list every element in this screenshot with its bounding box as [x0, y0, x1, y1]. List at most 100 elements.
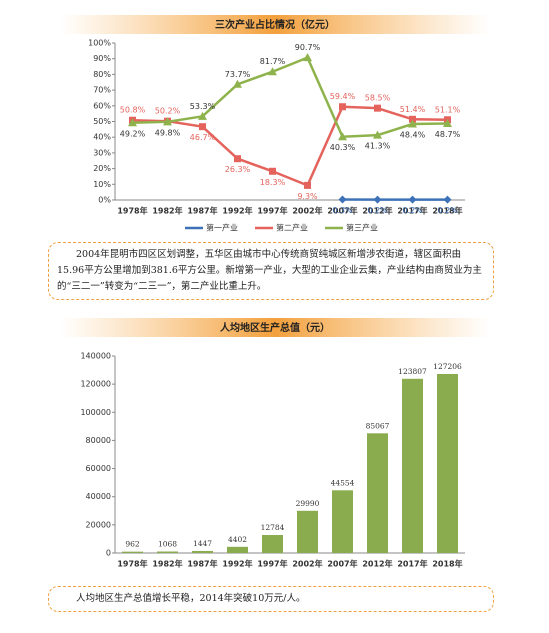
marker	[338, 195, 347, 204]
marker	[443, 119, 452, 128]
bar	[157, 551, 178, 553]
series-line	[132, 105, 448, 188]
x-tick-label: 1997年	[257, 559, 287, 569]
y-tick-label: 0%	[98, 196, 111, 205]
marker	[408, 195, 417, 204]
bar	[122, 551, 143, 553]
x-tick-label: 1987年	[187, 559, 217, 569]
value-label: 73.7%	[225, 70, 251, 79]
legend-label: 第一产业	[206, 223, 238, 233]
y-tick-label: 30%	[93, 148, 111, 157]
value-label: 58.5%	[365, 94, 391, 103]
marker	[163, 117, 172, 126]
value-label: 12784	[261, 523, 285, 532]
chart-title: 人均地区生产总值（元）	[220, 321, 330, 334]
x-tick-label: 2018年	[432, 206, 462, 216]
value-label: 41.3%	[365, 142, 391, 151]
value-label: 1068	[158, 539, 177, 548]
bar	[437, 374, 458, 553]
y-tick-label: 60%	[93, 101, 111, 110]
x-tick-label: 2018年	[432, 559, 462, 569]
value-label: 46.7%	[190, 133, 216, 142]
value-label: 0.3%	[332, 206, 353, 215]
marker	[373, 195, 382, 204]
bar	[192, 550, 213, 553]
marker	[338, 132, 347, 141]
value-label: 48.7%	[435, 130, 461, 139]
x-tick-label: 2007年	[327, 559, 357, 569]
value-label: 123807	[398, 367, 427, 376]
value-label: 0.2%	[437, 206, 458, 215]
marker	[373, 130, 382, 139]
bar	[227, 546, 248, 553]
y-tick-label: 140000	[80, 352, 111, 361]
chart-title: 三次产业占比情况（亿元）	[215, 18, 335, 31]
value-label: 26.3%	[225, 165, 251, 174]
value-label: 4402	[228, 535, 247, 544]
marker	[443, 195, 452, 204]
marker	[303, 53, 312, 62]
marker	[233, 79, 242, 88]
y-tick-label: 80000	[86, 436, 111, 445]
y-tick-label: 100000	[80, 408, 111, 417]
marker	[408, 119, 417, 128]
y-tick-label: 80%	[93, 70, 111, 79]
value-label: 9.3%	[297, 192, 318, 201]
x-tick-label: 2012年	[362, 206, 392, 216]
title-banner	[60, 318, 490, 337]
value-label: 40.3%	[330, 143, 356, 152]
x-tick-label: 2002年	[292, 559, 322, 569]
marker	[304, 181, 311, 189]
value-label: 1447	[193, 539, 212, 548]
marker	[199, 123, 206, 131]
x-tick-label: 1987年	[187, 206, 217, 216]
bar	[297, 510, 318, 553]
marker	[198, 111, 207, 120]
value-label: 962	[125, 540, 140, 549]
y-tick-label: 20000	[86, 520, 111, 529]
value-label: 51.4%	[400, 105, 426, 114]
series-line	[132, 55, 448, 139]
y-tick-label: 120000	[80, 380, 111, 389]
value-label: 53.3%	[190, 102, 216, 111]
value-label: 18.3%	[260, 178, 286, 187]
x-tick-label: 1992年	[222, 559, 252, 569]
y-tick-label: 50%	[93, 117, 111, 126]
x-tick-label: 1982年	[152, 206, 182, 216]
y-tick-label: 20%	[93, 164, 111, 173]
value-label: 50.2%	[155, 107, 181, 116]
value-label: 85067	[366, 421, 390, 430]
bar	[367, 433, 388, 553]
x-tick-label: 1982年	[152, 559, 182, 569]
value-label: 0.2%	[402, 206, 423, 215]
value-label: 29990	[296, 499, 320, 508]
value-label: 49.2%	[120, 129, 146, 138]
bar	[262, 535, 283, 553]
value-label: 49.8%	[155, 128, 181, 137]
y-tick-label: 90%	[93, 54, 111, 63]
marker	[234, 155, 241, 163]
x-tick-label: 1978年	[117, 559, 147, 569]
y-tick-label: 100%	[88, 39, 111, 48]
x-tick-label: 2012年	[362, 559, 392, 569]
y-tick-label: 40000	[86, 492, 111, 501]
y-tick-label: 60000	[86, 464, 111, 473]
value-label: 127206	[433, 362, 462, 371]
value-label: 48.4%	[400, 131, 426, 140]
legend-label: 第二产业	[276, 223, 308, 233]
y-tick-label: 70%	[93, 86, 111, 95]
marker	[374, 104, 381, 112]
note: 2004年昆明市四区区划调整，五华区由城市中心传统商贸纯城区新增涉农街道，辖区面…	[48, 242, 494, 300]
value-label: 59.4%	[330, 92, 356, 101]
marker	[269, 167, 276, 175]
bar	[332, 490, 353, 553]
x-tick-label: 2002年	[292, 206, 322, 216]
note: 人均地区生产总值增长平稳，2014年突破10万元/人。	[48, 586, 494, 612]
y-tick-label: 10%	[93, 180, 111, 189]
marker	[339, 103, 346, 111]
value-label: 50.8%	[120, 106, 146, 115]
x-tick-label: 2017年	[397, 559, 427, 569]
x-tick-label: 2017年	[397, 206, 427, 216]
